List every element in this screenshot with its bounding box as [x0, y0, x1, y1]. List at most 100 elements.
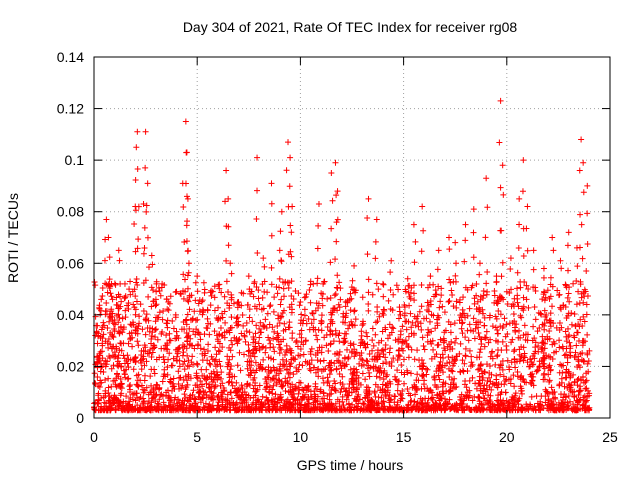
- background-point: [144, 400, 151, 407]
- streak-point: [99, 355, 106, 362]
- background-point: [303, 291, 310, 298]
- streak-point: [334, 272, 341, 279]
- streak-point: [148, 340, 155, 347]
- data-point: [245, 273, 252, 280]
- streak-point: [134, 166, 141, 173]
- background-point: [271, 348, 278, 355]
- background-point: [145, 398, 152, 405]
- streak-point: [183, 238, 190, 245]
- background-point: [393, 282, 400, 289]
- background-point: [333, 366, 340, 373]
- background-point: [415, 323, 422, 330]
- background-point: [217, 325, 224, 332]
- background-point: [338, 365, 345, 372]
- background-point: [520, 344, 527, 351]
- streak-point: [288, 229, 295, 236]
- background-point: [250, 334, 257, 341]
- background-point: [270, 364, 277, 371]
- background-point: [471, 335, 478, 342]
- streak-point: [276, 275, 283, 282]
- data-point: [134, 128, 141, 135]
- streak-point: [216, 331, 223, 338]
- background-point: [415, 377, 422, 384]
- background-point: [526, 363, 533, 370]
- background-point: [571, 378, 578, 385]
- background-point: [555, 399, 562, 406]
- background-point: [337, 389, 344, 396]
- data-point: [307, 278, 314, 285]
- data-point: [204, 306, 211, 313]
- background-point: [503, 288, 510, 295]
- streak-point: [254, 187, 261, 194]
- data-point: [144, 180, 151, 187]
- streak-point: [135, 236, 142, 243]
- background-point: [282, 403, 289, 410]
- background-point: [465, 337, 472, 344]
- background-point: [559, 401, 566, 408]
- streak-point: [539, 354, 546, 361]
- background-point: [225, 379, 232, 386]
- background-point: [183, 402, 190, 409]
- background-point: [139, 400, 146, 407]
- background-point: [472, 405, 479, 412]
- background-point: [563, 351, 570, 358]
- streak-point: [520, 294, 527, 301]
- data-point: [435, 247, 442, 254]
- background-point: [287, 369, 294, 376]
- streak-point: [352, 289, 359, 296]
- streak-point: [165, 356, 172, 363]
- background-point: [181, 366, 188, 373]
- background-point: [298, 402, 305, 409]
- streak-point: [327, 328, 334, 335]
- streak-point: [579, 322, 586, 329]
- streak-point: [223, 257, 230, 264]
- background-point: [197, 407, 204, 414]
- background-point: [363, 357, 370, 364]
- background-point: [276, 350, 283, 357]
- streak-point: [410, 282, 417, 289]
- background-point: [439, 351, 446, 358]
- background-point: [517, 383, 524, 390]
- streak-point: [547, 274, 554, 281]
- streak-point: [506, 320, 513, 327]
- background-point: [559, 369, 566, 376]
- background-point: [122, 400, 129, 407]
- streak-point: [477, 362, 484, 369]
- background-point: [576, 387, 583, 394]
- background-point: [328, 403, 335, 410]
- background-point: [216, 348, 223, 355]
- background-point: [458, 320, 465, 327]
- background-point: [118, 363, 125, 370]
- background-point: [520, 332, 527, 339]
- background-point: [241, 351, 248, 358]
- streak-point: [327, 259, 334, 266]
- background-point: [263, 407, 270, 414]
- background-point: [494, 402, 501, 409]
- streak-point: [131, 355, 138, 362]
- background-point: [230, 300, 237, 307]
- streak-point: [308, 357, 315, 364]
- background-point: [584, 387, 591, 394]
- background-point: [265, 334, 272, 341]
- streak-point: [261, 263, 268, 270]
- background-point: [557, 405, 564, 412]
- background-point: [206, 360, 213, 367]
- background-point: [198, 381, 205, 388]
- background-point: [574, 376, 581, 383]
- streak-point: [578, 290, 585, 297]
- streak-point: [102, 280, 109, 287]
- streak-point: [277, 361, 284, 368]
- background-point: [125, 299, 132, 306]
- background-point: [483, 280, 490, 287]
- background-point: [121, 371, 128, 378]
- streak-point: [577, 211, 584, 218]
- streak-point: [288, 306, 295, 313]
- streak-point: [556, 344, 563, 351]
- streak-point: [496, 139, 503, 146]
- background-point: [369, 291, 376, 298]
- streak-point: [184, 272, 191, 279]
- background-point: [252, 388, 259, 395]
- background-point: [199, 372, 206, 379]
- background-point: [214, 361, 221, 368]
- background-point: [458, 325, 465, 332]
